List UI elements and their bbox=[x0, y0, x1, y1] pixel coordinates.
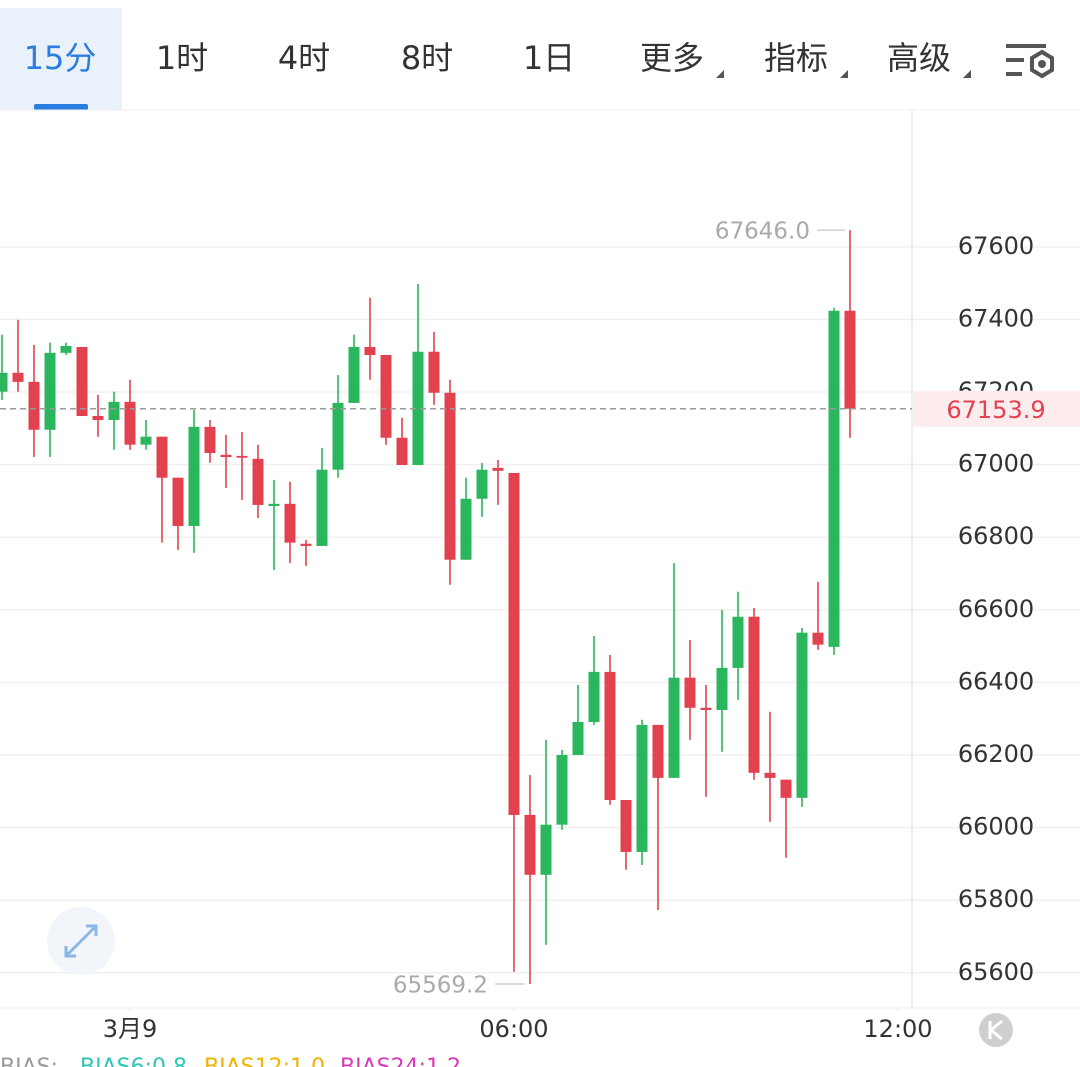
tab-bar bbox=[0, 0, 1080, 110]
candle-body bbox=[508, 472, 520, 815]
candle-body bbox=[348, 347, 360, 403]
candle-body bbox=[604, 671, 616, 801]
dropdown-caret bbox=[840, 70, 848, 78]
candle-body bbox=[828, 310, 840, 647]
candle-body bbox=[220, 454, 232, 458]
candle-body bbox=[716, 667, 728, 710]
candle-body bbox=[492, 467, 504, 471]
candle-body bbox=[364, 347, 376, 356]
candle-body bbox=[412, 351, 424, 465]
candle-body bbox=[748, 616, 760, 773]
y-tick-label: 67600 bbox=[958, 232, 1034, 260]
candle-body bbox=[700, 707, 712, 710]
k-button[interactable] bbox=[979, 1013, 1013, 1047]
active-tab-bg bbox=[0, 8, 122, 110]
candle-body bbox=[60, 345, 72, 353]
candle-body bbox=[44, 352, 56, 430]
candle-body bbox=[396, 437, 408, 465]
tab[interactable]: 高级 bbox=[887, 39, 951, 77]
indicator-label: BIAS12:1.0 bbox=[204, 1055, 325, 1067]
tab[interactable]: 4时 bbox=[278, 39, 330, 77]
candle-body bbox=[620, 800, 632, 852]
y-tick-label: 66600 bbox=[958, 595, 1034, 623]
candle-body bbox=[652, 724, 664, 778]
x-tick-label: 06:00 bbox=[479, 1015, 548, 1043]
tab[interactable]: 1日 bbox=[523, 39, 575, 77]
candle-body bbox=[12, 372, 24, 382]
tab[interactable]: 15分 bbox=[24, 39, 97, 77]
candle-body bbox=[812, 632, 824, 645]
candle-body bbox=[684, 677, 696, 708]
candle-body bbox=[28, 381, 40, 430]
dropdown-caret bbox=[963, 70, 971, 78]
plot: 65600 65800 66000 66200 66400 66600 66800 67000… bbox=[0, 219, 1080, 1067]
candle-body bbox=[268, 503, 280, 507]
y-tick-label: 67400 bbox=[958, 304, 1034, 332]
x-tick-label: 3月9 bbox=[103, 1015, 158, 1043]
indicator-label: BIAS6:0.8 bbox=[80, 1055, 187, 1067]
candle-body bbox=[636, 724, 648, 852]
candle-body bbox=[572, 721, 584, 756]
candle-body bbox=[236, 455, 248, 458]
candle-body bbox=[188, 426, 200, 526]
candle-body bbox=[108, 401, 120, 420]
candle-body bbox=[668, 677, 680, 778]
tab[interactable]: 1时 bbox=[156, 39, 208, 77]
y-tick-label: 66800 bbox=[958, 522, 1034, 550]
candle-body bbox=[92, 415, 104, 420]
candle-body bbox=[588, 671, 600, 722]
candle-body bbox=[444, 392, 456, 560]
x-tick-label: 12:00 bbox=[863, 1015, 932, 1043]
candle-body bbox=[540, 824, 552, 875]
candle-body bbox=[252, 458, 264, 505]
candle-body bbox=[204, 426, 216, 454]
candle-body bbox=[156, 436, 168, 478]
candle-body bbox=[556, 755, 568, 825]
candle-body bbox=[844, 310, 856, 409]
candle-body bbox=[524, 814, 536, 875]
y-tick-label: 67000 bbox=[958, 450, 1034, 478]
candle-body bbox=[732, 616, 744, 668]
candle-body bbox=[300, 543, 312, 546]
y-tick-label: 66000 bbox=[958, 813, 1034, 841]
y-tick-label: 65800 bbox=[958, 885, 1034, 913]
candle-body bbox=[796, 632, 808, 798]
candle-body bbox=[76, 347, 88, 416]
max-label: 67646.0 bbox=[715, 219, 810, 245]
y-tick-label: 66200 bbox=[958, 740, 1034, 768]
last-price-box bbox=[913, 390, 1080, 427]
candle-body bbox=[140, 436, 152, 445]
expand-button[interactable] bbox=[47, 907, 115, 975]
tabs: 15分 1时 4时 8时 1日 更多 指标 高级 bbox=[24, 39, 971, 78]
candle-body bbox=[332, 402, 344, 470]
settings-icon[interactable] bbox=[1006, 44, 1054, 79]
candle-body bbox=[476, 469, 488, 499]
tab[interactable]: 8时 bbox=[401, 39, 453, 77]
candle-body bbox=[284, 503, 296, 543]
tab[interactable]: 更多 bbox=[640, 39, 704, 77]
active-tab-indicator bbox=[34, 104, 88, 110]
dropdown-caret bbox=[716, 70, 724, 78]
candle-body bbox=[780, 779, 792, 798]
tab[interactable]: 指标 bbox=[764, 39, 828, 77]
y-tick-label: 65600 bbox=[958, 958, 1034, 986]
candle-body bbox=[460, 498, 472, 560]
candle-body bbox=[764, 772, 776, 778]
y-tick-label: 66400 bbox=[958, 667, 1034, 695]
last-price-label: 67153.9 bbox=[946, 396, 1045, 424]
candle-body bbox=[172, 477, 184, 526]
candle-body bbox=[380, 355, 392, 438]
indicator-label: BIAS24:1.2 bbox=[340, 1055, 461, 1067]
min-label: 65569.2 bbox=[393, 972, 488, 998]
candle-body bbox=[124, 401, 136, 445]
candle-body bbox=[0, 372, 8, 392]
candle-body bbox=[316, 469, 328, 546]
candle-body bbox=[428, 351, 440, 393]
indicator-label: BIAS: bbox=[0, 1055, 58, 1067]
